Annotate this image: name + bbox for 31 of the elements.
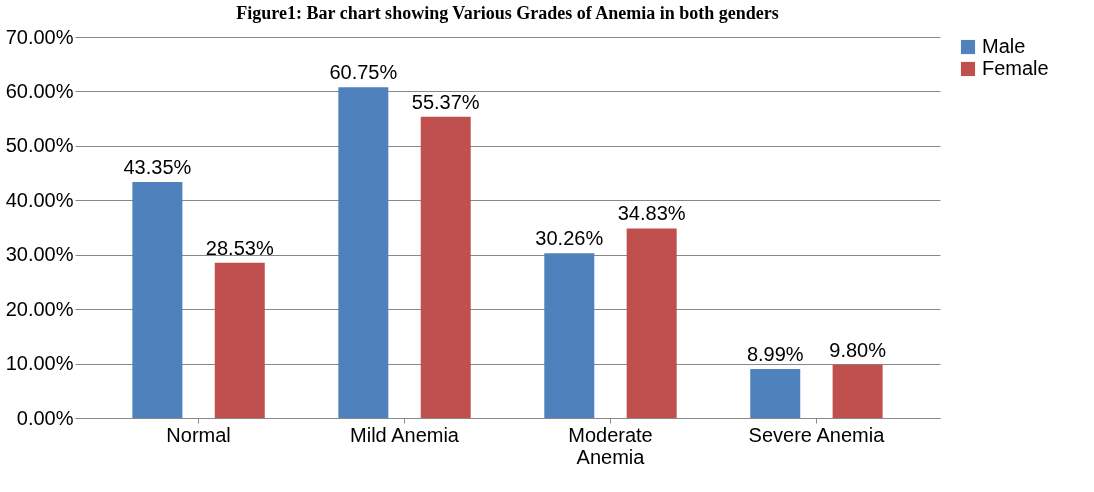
x-tick-label: Severe Anemia	[748, 423, 886, 446]
y-tick-label: 10.00%	[5, 352, 74, 375]
data-label: 55.37%	[411, 90, 480, 113]
data-label: 34.83%	[617, 202, 686, 225]
bar	[214, 262, 265, 418]
y-tick-label: 70.00%	[5, 25, 74, 48]
y-tick-label: 40.00%	[5, 188, 74, 211]
y-tick-label: 30.00%	[5, 243, 74, 266]
data-label: 60.75%	[329, 61, 398, 84]
bar	[832, 364, 883, 418]
y-tick-label: 0.00%	[16, 406, 74, 429]
x-tick-label: Normal	[166, 423, 231, 446]
data-label: 28.53%	[205, 236, 274, 259]
legend-label: Male	[982, 35, 1026, 57]
legend-label: Female	[982, 57, 1049, 79]
data-label: 43.35%	[123, 156, 192, 179]
x-tick-label: Moderate Anemia	[568, 423, 653, 468]
chart-title: Figure1: Bar chart showing Various Grades of Anemia in both genders	[236, 3, 779, 23]
bar	[544, 253, 595, 418]
data-label: 8.99%	[746, 343, 804, 366]
bar	[750, 369, 801, 418]
y-tick-label: 50.00%	[5, 134, 74, 157]
data-label: 9.80%	[829, 338, 887, 361]
y-tick-label: 60.00%	[5, 79, 74, 102]
bar	[626, 228, 677, 418]
bar	[132, 182, 183, 418]
bar	[338, 87, 389, 418]
data-label: 30.26%	[535, 227, 604, 250]
x-tick-label: Mild Anemia	[350, 423, 460, 446]
y-tick-label: 20.00%	[5, 297, 74, 320]
bar	[420, 116, 471, 418]
